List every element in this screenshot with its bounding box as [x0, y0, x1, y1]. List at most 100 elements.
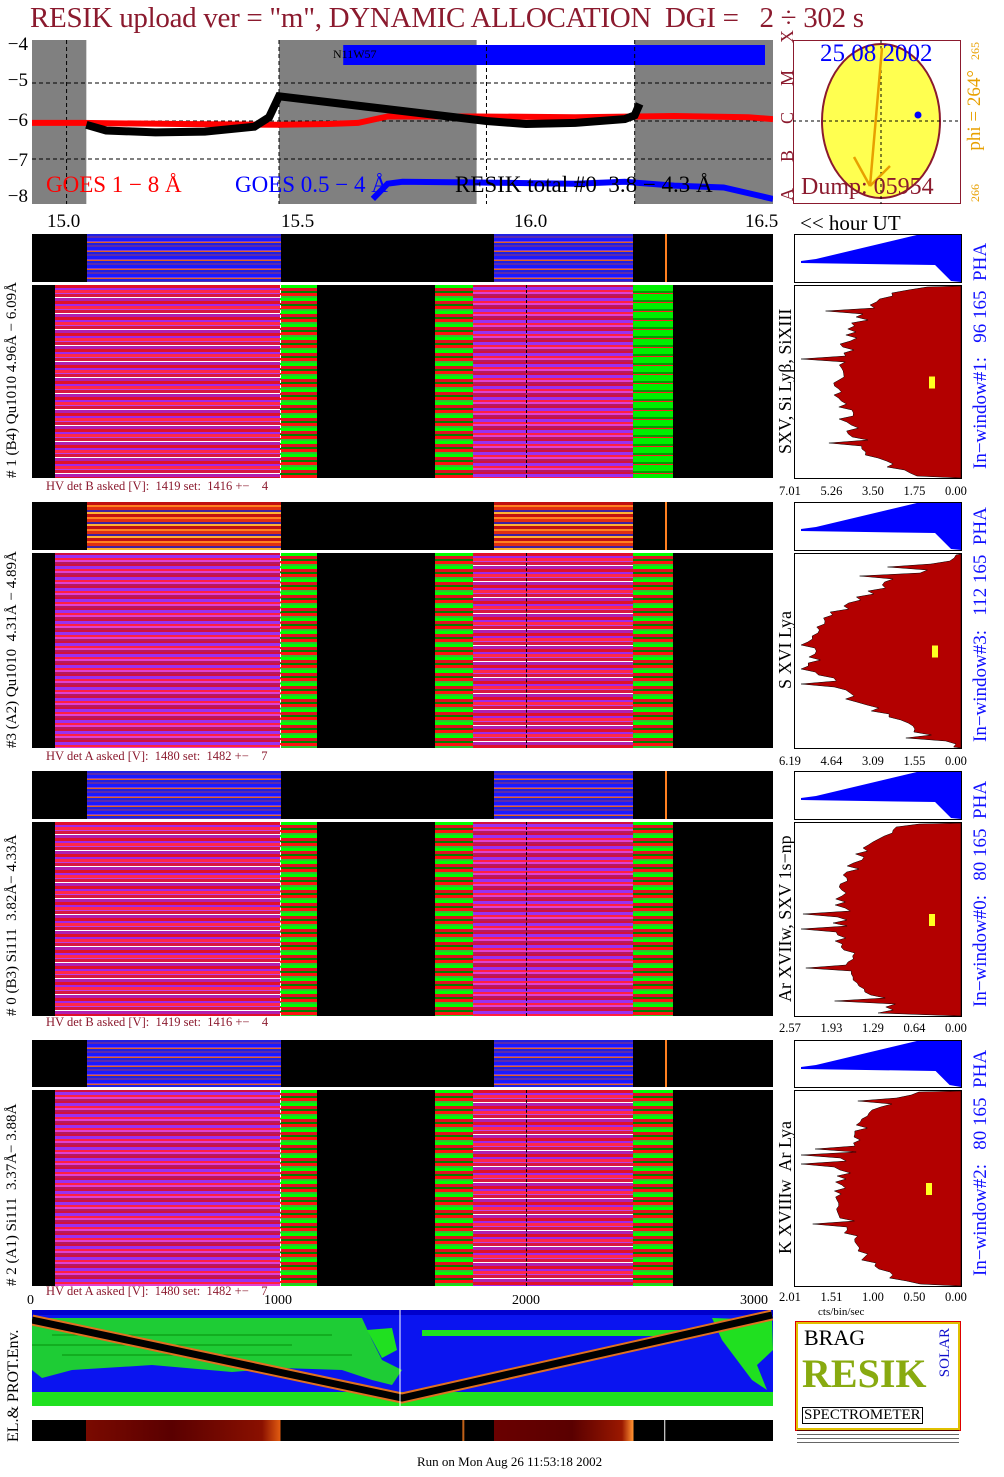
- spectrogram-segment: [55, 822, 280, 1016]
- histogram-tick: 3.09: [862, 754, 884, 768]
- strip-segment: [87, 1040, 281, 1087]
- band-0-time-strip: [32, 234, 773, 282]
- spectrogram-segment: [435, 1090, 473, 1286]
- pha-distribution: [801, 772, 961, 819]
- band-1-hv-status: HV det A asked [V]: 1480 set: 1482 +− 7: [46, 749, 268, 763]
- window-marker: [929, 914, 935, 926]
- band-2-pha-histogram: [794, 771, 962, 820]
- band-0-count-histogram: [794, 285, 962, 479]
- spectrogram-segment: [280, 822, 317, 1016]
- histogram-tick: 1.93: [820, 1021, 843, 1035]
- bottom-axis-tick: 0: [27, 1293, 34, 1308]
- histogram-tick: 0.00: [945, 1290, 967, 1304]
- observation-date: 25 08 2002: [820, 40, 933, 67]
- strip-segment: [87, 234, 281, 282]
- spectrogram-segment: [435, 822, 473, 1016]
- goes-lightcurve-chart: [32, 40, 773, 204]
- x-axis-unit: << hour UT: [800, 211, 901, 235]
- orbit-track: [32, 1311, 773, 1402]
- spectrogram-segment: [280, 285, 317, 478]
- band-0-window: In−window#1: 96 165 PHA: [970, 242, 991, 470]
- phi-bottom: 266: [968, 184, 982, 202]
- strip-segment: [494, 1040, 633, 1087]
- band-2-time-strip: [32, 771, 773, 819]
- count-distribution: [800, 1090, 962, 1287]
- spectrogram-segment: [473, 822, 633, 1016]
- band-2-spectrogram: [32, 822, 773, 1016]
- histogram-tick: 5.26: [820, 484, 843, 498]
- spectrogram-segment: [473, 553, 633, 748]
- band-3-window: In−window#2: 80 165 PHA: [970, 1049, 991, 1277]
- spectrogram-segment: [280, 553, 317, 748]
- spectrogram-segment: [633, 1090, 673, 1286]
- eclipse-interval: [634, 40, 773, 204]
- logo-fine-print: [797, 1430, 959, 1444]
- spectrogram-segment: [473, 285, 633, 478]
- band-2-hv-status: HV det B asked [V]: 1419 set: 1416 +− 4: [46, 1015, 269, 1029]
- run-timestamp: Run on Mon Aug 26 11:53:18 2002: [417, 1454, 603, 1469]
- x-tick: 16.5: [745, 211, 779, 232]
- histogram-tick: 1.29: [862, 1021, 884, 1035]
- y-tick: −8: [7, 186, 28, 207]
- logo-text-resik: RESIK: [802, 1351, 927, 1396]
- histogram-tick: 2.01: [779, 1290, 801, 1304]
- band-2-window: In−window#0: 80 165 PHA: [970, 780, 991, 1007]
- spectrogram-segment: [633, 822, 673, 1016]
- histogram-tick: 6.19: [779, 754, 801, 768]
- band-1-count-histogram: [794, 553, 962, 749]
- active-region-label: N11W57: [333, 47, 377, 61]
- env-label: EL.& PROT.Env.: [5, 1329, 22, 1442]
- logo-text-brag: BRAG: [804, 1325, 866, 1350]
- active-region-marker: [914, 111, 922, 119]
- sun-disk-panel: [793, 40, 961, 204]
- band-1-window: In−window#3: 112 165 PHA: [970, 507, 991, 743]
- histogram-tick: 2.57: [779, 1021, 801, 1035]
- histogram-tick: 1.55: [903, 754, 926, 768]
- legend-goes-long: GOES 1 − 8 Å: [46, 172, 182, 197]
- x-tick: 15.5: [281, 211, 315, 232]
- series-line-2: [85, 91, 644, 137]
- spectrogram-segment: [473, 1090, 633, 1286]
- band-0-spectrogram: [32, 285, 773, 478]
- spectrogram-segment: [633, 553, 673, 748]
- band-1-spectrogram: [32, 553, 773, 748]
- phi-arrow-icon: [852, 47, 891, 187]
- strip-marker: [665, 1040, 667, 1087]
- histogram-tick: 0.50: [903, 1290, 926, 1304]
- band-1-lines: S XVI Lya: [775, 611, 795, 690]
- strip-segment: [494, 502, 633, 550]
- spectrogram-segment: [55, 553, 280, 748]
- y-tick: −4: [7, 34, 28, 55]
- band-2-count-histogram: [794, 822, 962, 1017]
- particle-environment-map: [32, 1310, 773, 1406]
- band-3-lines: K XVIIIw Ar Lya: [775, 1121, 795, 1255]
- spectrogram-segment: [435, 285, 473, 478]
- pha-distribution: [801, 1041, 961, 1087]
- phi-angle: phi = 264°: [964, 70, 985, 151]
- histogram-tick: 3.50: [862, 484, 884, 498]
- histogram-tick: 4.64: [820, 754, 843, 768]
- strip-segment: [494, 771, 633, 819]
- band-1-label: #3 (A2) Qu1010 4.31Å − 4.89Å: [4, 551, 20, 748]
- logo-text-spectrometer: SPECTROMETER: [802, 1407, 923, 1424]
- page-title: RESIK upload ver = "m", DYNAMIC ALLOCATI…: [30, 2, 864, 34]
- spectrogram-segment: [633, 285, 673, 478]
- strip-segment: [494, 234, 633, 282]
- y-tick: −6: [7, 110, 28, 131]
- spectrogram-segment: [55, 285, 280, 478]
- window-marker: [926, 1183, 932, 1195]
- pha-distribution: [801, 235, 961, 282]
- count-distribution: [800, 285, 962, 479]
- region-visibility-bar: [343, 45, 765, 65]
- x-tick: 16.0: [514, 211, 548, 232]
- spectrogram-segment: [435, 553, 473, 748]
- strip-marker: [665, 502, 667, 550]
- bottom-axis-tick: 1000: [264, 1293, 292, 1308]
- legend-goes-short: GOES 0.5 − 4 Å: [235, 172, 388, 197]
- resik-logo: BRAG RESIK SOLAR SPECTROMETER: [795, 1321, 961, 1431]
- pha-distribution: [801, 503, 961, 550]
- window-marker: [929, 376, 935, 389]
- band-3-spectrogram: [32, 1090, 773, 1286]
- histogram-tick: 0.00: [945, 754, 967, 768]
